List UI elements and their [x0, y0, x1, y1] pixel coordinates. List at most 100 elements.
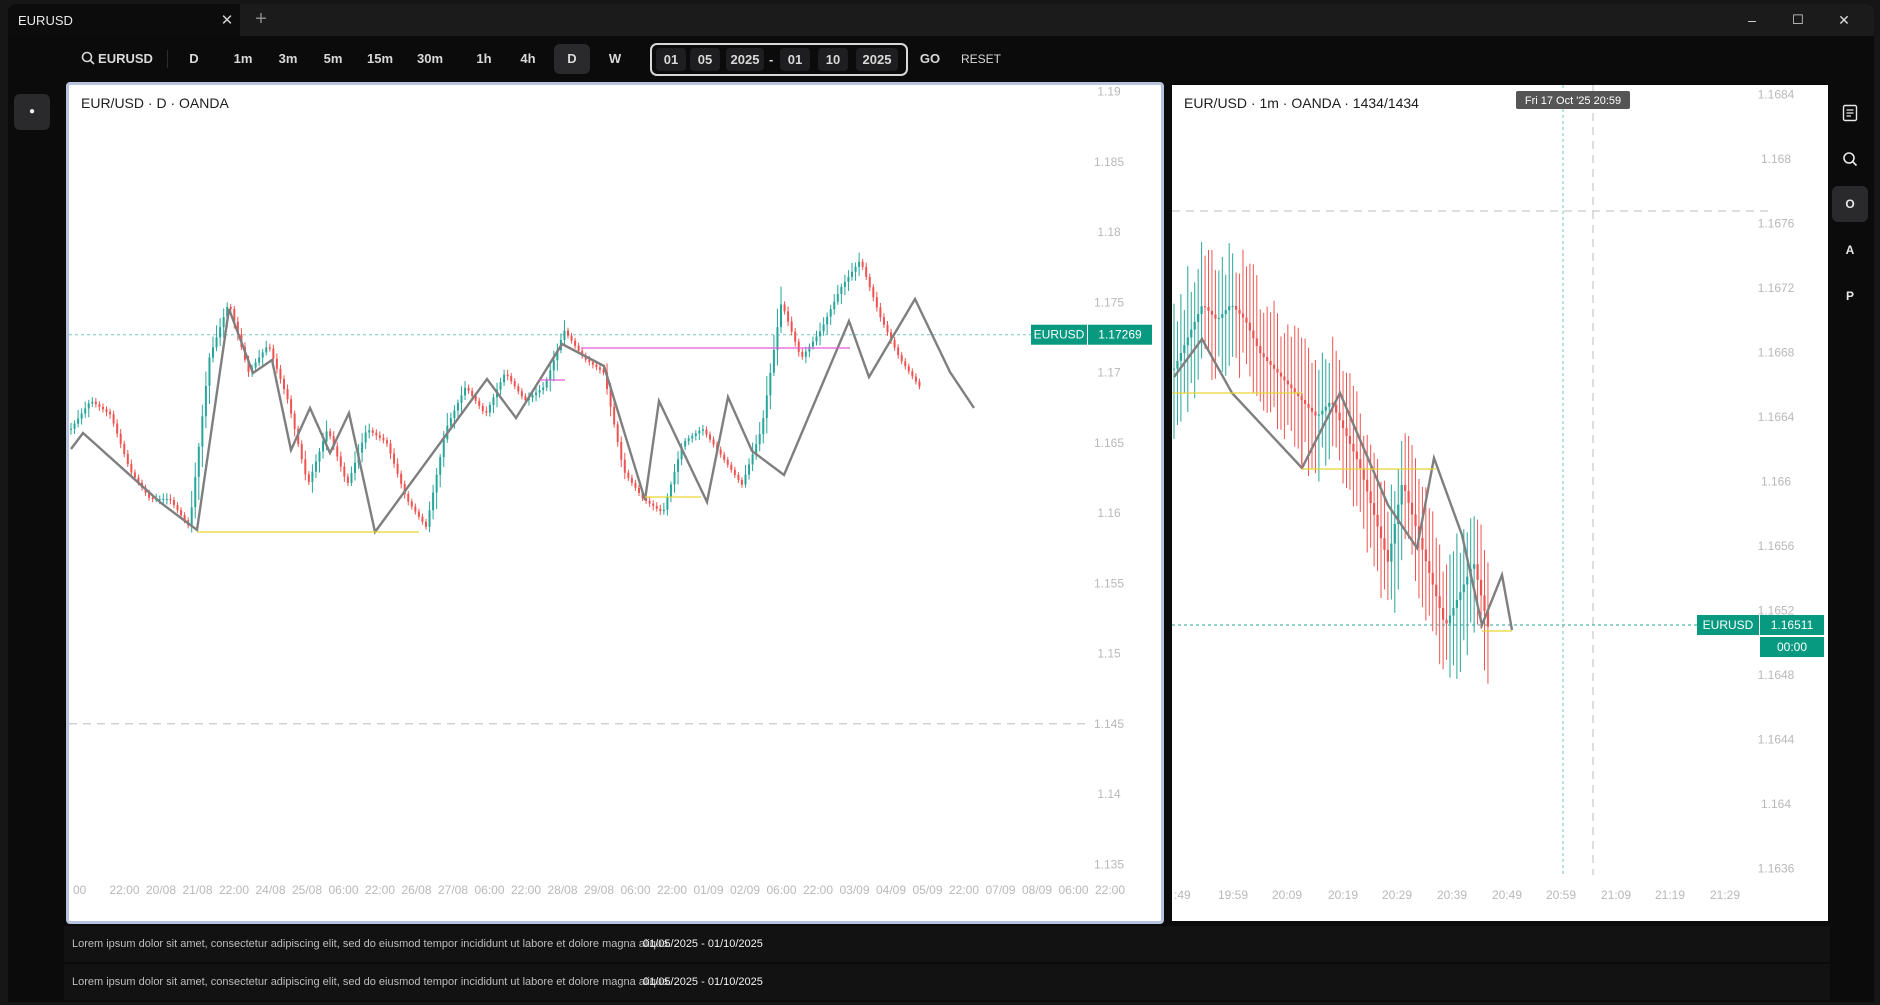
candle-body	[382, 437, 385, 441]
candle-body	[1341, 420, 1345, 429]
timeframe-w-button[interactable]: W	[608, 51, 622, 66]
candle-body	[290, 399, 293, 414]
end-day-field[interactable]: 01	[780, 48, 810, 71]
app-window: EURUSD ✕ + – ☐ ✕ EURUSD D 1m 3m 5m 15m 30m 1h 4…	[8, 4, 1874, 1002]
y-axis-label: 1.1644	[1758, 733, 1795, 747]
candle-body	[1379, 526, 1383, 539]
candle-body	[836, 294, 839, 302]
timeframe-1h-button[interactable]: 1h	[476, 51, 492, 66]
candle-body	[346, 476, 349, 484]
add-tab-icon[interactable]: +	[255, 8, 267, 30]
candle-body	[854, 266, 857, 272]
candle-body	[428, 510, 431, 527]
candle-body	[780, 304, 782, 328]
candle-body	[787, 311, 790, 322]
date-range-picker[interactable]: 01 05 2025 - 01 10 2025	[650, 43, 908, 76]
close-tab-icon[interactable]: ✕	[220, 12, 234, 29]
price-tag-value: 1.16511	[1771, 618, 1814, 632]
end-month-field[interactable]: 10	[818, 48, 848, 71]
candle-body	[726, 459, 729, 465]
timeframe-d-button[interactable]: D	[189, 51, 199, 66]
candle-body	[630, 477, 633, 483]
candle-body	[826, 316, 829, 325]
candle-body	[1390, 543, 1393, 562]
candle-body	[1452, 607, 1455, 616]
timeframe-30m-button[interactable]: 30m	[416, 51, 444, 66]
candle-body	[705, 429, 708, 435]
chart-title: EUR/USD · D · OANDA	[81, 95, 229, 111]
x-axis-label: 07/09	[986, 883, 1016, 897]
candle-body	[467, 387, 470, 391]
candle-body	[730, 464, 733, 470]
timeframe-d-button[interactable]: D	[554, 44, 590, 74]
daily-chart[interactable]: 1.19 1.185 1.18 1.175 1.17 1.165 1.16 1.155 1.15…	[69, 85, 1161, 921]
maximize-button[interactable]: ☐	[1792, 12, 1804, 27]
timeframe-1m-button[interactable]: 1m	[233, 51, 253, 66]
candle-body	[499, 382, 502, 390]
candle-body	[1283, 376, 1286, 381]
candle-body	[1421, 537, 1424, 550]
symbol-search-button[interactable]: EURUSD	[74, 44, 160, 74]
y-axis-label: 1.1636	[1758, 862, 1795, 876]
x-axis-label: 00	[73, 883, 87, 897]
x-axis-label: 25/08	[292, 883, 322, 897]
chart-panel-1m[interactable]: 1.1684 1.168 1.1676 1.1672 1.1668 1.1664 1.166…	[1172, 85, 1828, 921]
candle-body	[1479, 579, 1483, 596]
dot-tool-button[interactable]: ●	[14, 94, 50, 130]
a-button[interactable]: A	[1845, 243, 1855, 257]
candle-body	[847, 276, 850, 282]
timeframe-3m-button[interactable]: 3m	[278, 51, 298, 66]
minute-chart[interactable]: 1.1684 1.168 1.1676 1.1672 1.1668 1.1664 1.166…	[1172, 85, 1828, 921]
timeframe-4h-button[interactable]: 4h	[520, 51, 536, 66]
timeframe-5m-button[interactable]: 5m	[323, 51, 343, 66]
x-axis-label: 20:29	[1382, 888, 1412, 902]
candle-body	[520, 391, 523, 397]
candle-body	[368, 430, 371, 433]
candle-body	[322, 441, 325, 452]
price-tag-symbol: EURUSD	[1703, 618, 1754, 632]
candle-body	[1172, 368, 1176, 370]
tab-eurusd[interactable]: EURUSD ✕	[8, 4, 240, 36]
timeframe-15m-button[interactable]: 15m	[366, 51, 394, 66]
reset-button[interactable]: RESET	[960, 52, 1001, 66]
candle-body	[1376, 514, 1379, 527]
candle-body	[481, 405, 484, 412]
candle-body	[471, 390, 474, 396]
candle-body	[1338, 412, 1341, 421]
candle-body	[843, 281, 846, 288]
footer-range: 01/05/2025 - 01/10/2025	[643, 938, 763, 950]
chart-panel-daily[interactable]: 1.19 1.185 1.18 1.175 1.17 1.165 1.16 1.155 1.15…	[66, 82, 1164, 924]
go-button[interactable]: GO	[919, 51, 941, 66]
candle-body	[1214, 314, 1217, 319]
candle-body	[815, 336, 818, 342]
candle-body	[254, 362, 257, 368]
candle-body	[762, 418, 765, 435]
end-year-field[interactable]: 2025	[856, 48, 898, 71]
candle-body	[1200, 306, 1203, 315]
candle-body	[1445, 619, 1448, 624]
o-button[interactable]: O	[1832, 186, 1868, 222]
candle-body	[354, 462, 356, 473]
start-year-field[interactable]: 2025	[726, 48, 764, 71]
candle-body	[535, 392, 538, 396]
toolbar: EURUSD D 1m 3m 5m 15m 30m 1h 4h D W 01 05 2025 - …	[8, 36, 1874, 84]
close-window-button[interactable]: ✕	[1838, 12, 1850, 28]
x-axis-label: 01/09	[694, 883, 724, 897]
candle-body	[556, 350, 559, 361]
y-axis-label: 1.165	[1094, 436, 1124, 450]
p-button[interactable]: P	[1845, 289, 1854, 303]
start-month-field[interactable]: 05	[690, 48, 720, 71]
candle-body	[1217, 317, 1220, 319]
candle-body	[577, 345, 580, 351]
price-tag-symbol-bg	[1697, 615, 1759, 636]
right-search-button[interactable]	[1832, 140, 1868, 176]
x-axis-label: 05/09	[913, 883, 943, 897]
candle-body	[1272, 364, 1276, 369]
candle-body	[563, 330, 566, 340]
notes-button[interactable]	[1832, 94, 1868, 130]
minimize-button[interactable]: –	[1748, 12, 1756, 28]
start-day-field[interactable]: 01	[656, 48, 686, 71]
candle-body	[1190, 329, 1193, 338]
candle-body	[1355, 451, 1358, 460]
candle-body	[655, 506, 658, 509]
